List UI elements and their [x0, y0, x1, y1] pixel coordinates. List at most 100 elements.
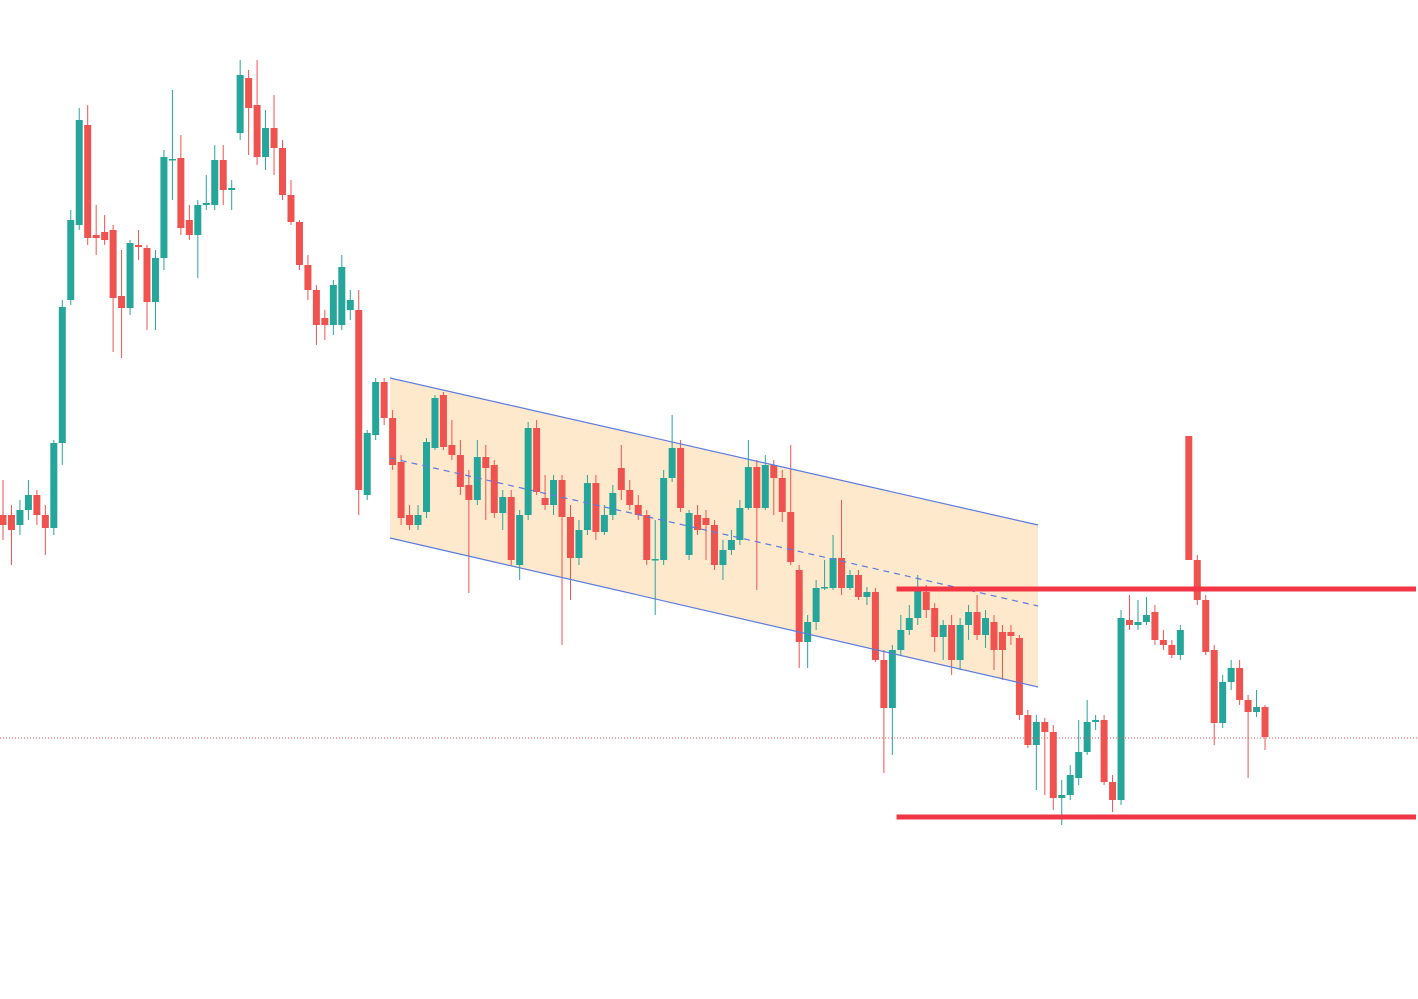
candle-body — [202, 203, 210, 205]
candle-body — [1210, 650, 1218, 723]
candle-body — [922, 592, 930, 610]
channel-upper — [389, 377, 1039, 526]
candle-body — [304, 265, 312, 290]
candle-body — [245, 78, 253, 108]
candle-body — [965, 612, 973, 625]
candle-body — [744, 467, 752, 508]
candle-body — [863, 592, 871, 597]
candle-body — [126, 243, 134, 308]
candle-body — [211, 160, 219, 205]
candle-body — [566, 517, 574, 558]
candle-body — [439, 395, 447, 447]
candle-body — [228, 188, 236, 190]
candle-body — [1083, 722, 1091, 752]
candle-body — [329, 285, 337, 325]
candle-body — [550, 480, 558, 505]
candle-body — [363, 433, 371, 495]
candle-body — [1109, 782, 1117, 800]
candle-body — [423, 442, 430, 512]
candle-body — [118, 296, 126, 308]
candle-body — [1041, 722, 1049, 732]
candle-body — [753, 467, 761, 508]
candle-body — [177, 158, 185, 228]
candle-body — [1142, 615, 1150, 622]
candle-body — [1066, 775, 1074, 795]
candle-body — [592, 483, 600, 532]
candle-body — [905, 618, 913, 630]
candle-body — [389, 418, 397, 465]
candle-body — [499, 497, 507, 513]
candle-body — [507, 497, 515, 560]
candle-body — [821, 587, 829, 589]
candle-body — [1007, 632, 1015, 636]
candle-body — [456, 455, 464, 487]
candle-body — [829, 558, 837, 588]
candle-body — [948, 625, 956, 660]
candle-body — [482, 457, 490, 468]
candle-body — [854, 575, 862, 597]
candle-body — [143, 248, 151, 302]
candle-body — [58, 307, 66, 443]
candle-body — [956, 625, 964, 660]
candle-body — [516, 515, 524, 565]
candle-body — [1075, 752, 1083, 778]
candle-body — [524, 428, 532, 515]
candle-body — [1244, 700, 1252, 712]
candle-body — [92, 235, 100, 238]
candle-body — [414, 515, 422, 525]
candle-body — [736, 508, 744, 540]
candle-body — [312, 290, 320, 325]
candle-body — [778, 478, 786, 512]
candle-body — [338, 267, 346, 325]
candle-body — [583, 483, 591, 530]
candle-body — [871, 592, 879, 660]
candle-body — [84, 125, 92, 238]
candle-body — [651, 559, 659, 561]
candle-body — [1253, 707, 1261, 712]
candle-body — [490, 465, 498, 513]
candle-body — [355, 310, 363, 490]
candle-body — [1236, 668, 1244, 700]
candle-body — [1032, 722, 1040, 745]
candle-body — [67, 220, 75, 300]
candle-body — [880, 660, 888, 708]
candle-body — [406, 515, 414, 525]
candle-body — [448, 445, 456, 455]
candle-body — [1015, 638, 1023, 715]
candle-body — [897, 630, 905, 650]
candle-body — [973, 612, 981, 635]
candle-body — [24, 495, 32, 510]
candle-body — [372, 382, 380, 435]
channel-lower — [389, 537, 1039, 688]
candle-body — [465, 485, 473, 500]
candle-body — [770, 465, 778, 478]
candle-body — [135, 245, 143, 247]
candle-body — [236, 75, 244, 133]
candle-body — [75, 120, 83, 225]
candle-body — [998, 632, 1006, 650]
candle-body — [727, 540, 735, 550]
candle-body — [194, 205, 202, 235]
candle-body — [41, 515, 49, 528]
candle-body — [634, 505, 642, 515]
candle-body — [160, 157, 168, 258]
candle-body — [626, 490, 634, 505]
candle-body — [533, 428, 541, 492]
candle-body — [761, 465, 769, 508]
candle-body — [1024, 715, 1032, 745]
candle-body — [431, 398, 439, 448]
candle-body — [609, 493, 617, 515]
candle-body — [16, 510, 24, 525]
candle-body — [685, 513, 693, 555]
candle-body — [541, 498, 549, 505]
candle-body — [812, 588, 820, 622]
candle-body — [1261, 707, 1269, 737]
candle-body — [151, 258, 159, 302]
candle-body — [295, 222, 303, 265]
candle-body — [262, 128, 270, 157]
candle-body — [321, 318, 329, 325]
candle-body — [643, 515, 651, 560]
candle-body — [253, 105, 261, 157]
